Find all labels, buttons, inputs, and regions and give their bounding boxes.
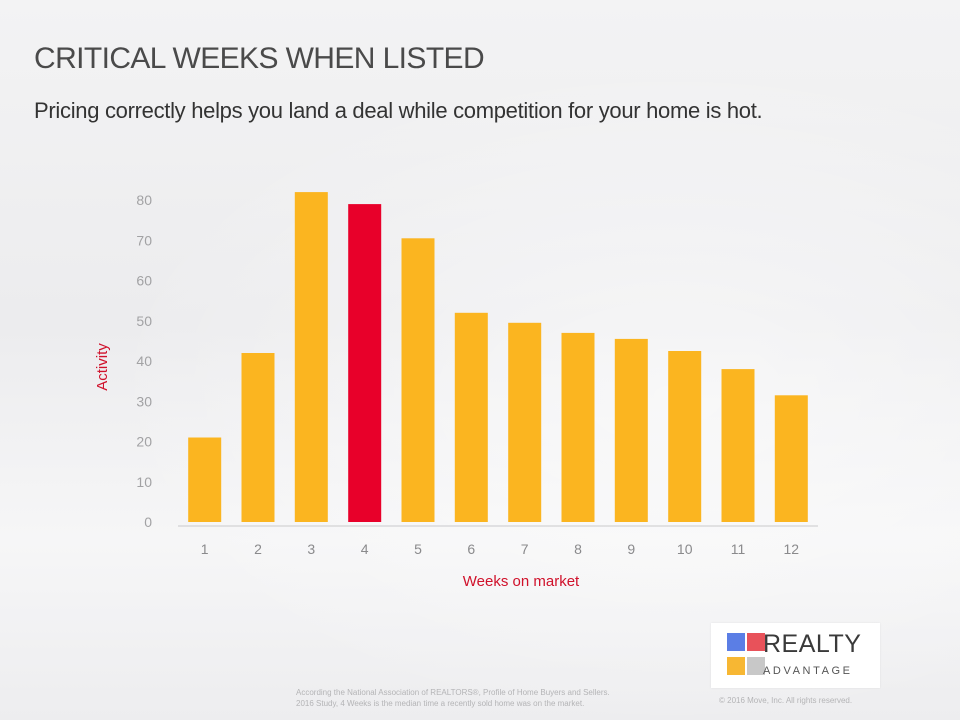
y-tick-label: 60	[136, 273, 152, 289]
bar	[241, 353, 275, 522]
x-axis-title: Weeks on market	[463, 573, 580, 590]
bar	[614, 338, 648, 522]
source-footnote: According the National Association of RE…	[296, 687, 696, 709]
y-tick-label: 80	[136, 192, 152, 208]
slide-title: CRITICAL WEEKS WHEN LISTED	[34, 42, 485, 75]
realty-advantage-logo: REALTY ADVANTAGE	[711, 623, 880, 688]
bar	[668, 351, 702, 522]
bar	[508, 322, 542, 522]
x-tick-label: 2	[254, 541, 262, 557]
x-tick-label: 4	[361, 541, 369, 557]
bar	[401, 238, 435, 523]
y-tick-label: 30	[136, 393, 152, 409]
y-axis-title: Activity	[94, 343, 111, 391]
bar	[721, 369, 755, 522]
x-tick-label: 1	[201, 541, 209, 557]
bar	[294, 192, 328, 522]
x-tick-label: 6	[467, 541, 475, 557]
x-tick-label: 8	[574, 541, 582, 557]
logo-square-blue	[727, 633, 745, 651]
copyright-notice: © 2016 Move, Inc. All rights reserved.	[719, 696, 853, 705]
x-tick-label: 11	[731, 541, 746, 557]
bar-highlighted	[348, 204, 382, 522]
logo-square-yellow	[727, 657, 745, 675]
x-tick-label: 9	[627, 541, 635, 557]
bar	[188, 437, 222, 522]
x-tick-label: 12	[784, 541, 800, 557]
bar	[561, 332, 595, 522]
x-tick-label: 7	[521, 541, 529, 557]
x-tick-label: 5	[414, 541, 422, 557]
y-tick-label: 40	[136, 353, 152, 369]
bar	[774, 395, 808, 522]
footnote-line-2: 2016 Study, 4 Weeks is the median time a…	[296, 699, 585, 708]
y-tick-label: 20	[136, 434, 152, 450]
y-tick-label: 10	[136, 474, 152, 490]
bar	[454, 312, 488, 522]
x-tick-label: 10	[677, 541, 693, 557]
slide-subtitle: Pricing correctly helps you land a deal …	[34, 98, 763, 123]
y-tick-label: 50	[136, 313, 152, 329]
y-tick-label: 0	[144, 514, 152, 530]
logo-word-advantage: ADVANTAGE	[763, 665, 853, 677]
logo-word-realty: REALTY	[763, 630, 862, 658]
y-tick-label: 70	[136, 232, 152, 248]
footnote-line-1: According the National Association of RE…	[296, 688, 610, 697]
logo-square-red	[747, 633, 765, 651]
logo-square-grey	[747, 657, 765, 675]
x-tick-label: 3	[307, 541, 315, 557]
